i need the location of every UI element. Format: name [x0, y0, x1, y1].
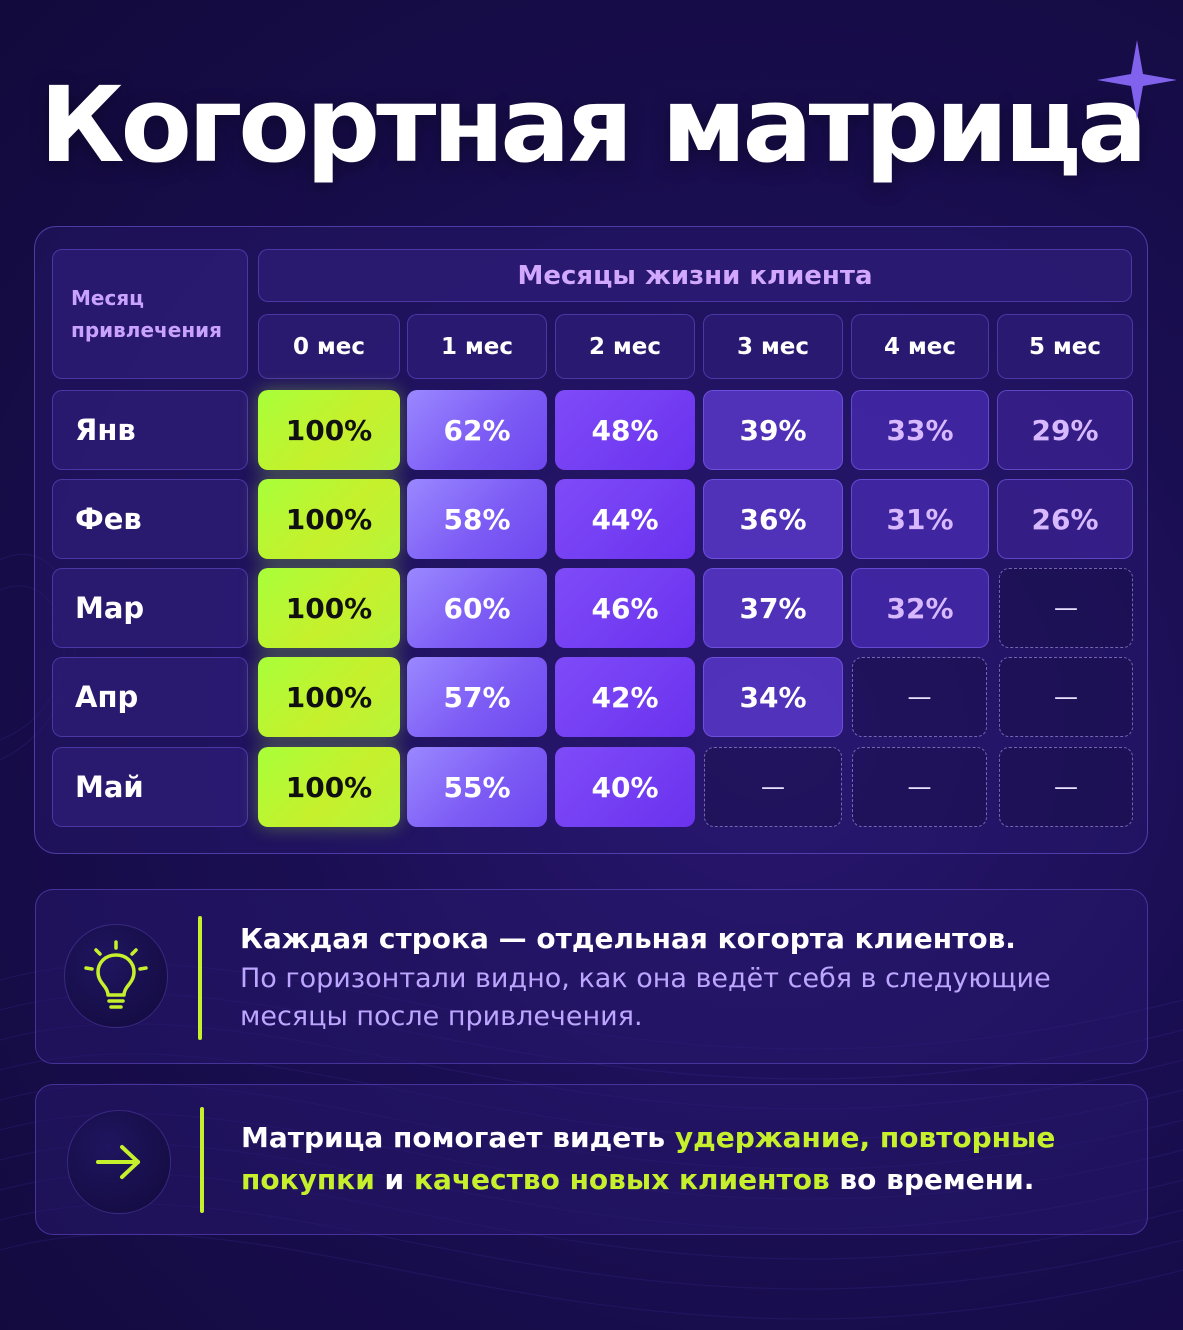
- cohort-cell: 44%: [555, 479, 695, 559]
- empty-cohort-cell: —: [999, 568, 1133, 648]
- empty-cohort-cell: —: [852, 747, 987, 827]
- column-header-0: 0 мес: [258, 314, 400, 379]
- cohort-cell: 46%: [555, 568, 695, 648]
- card1-heading: Каждая строка — отдельная когорта клиент…: [240, 922, 1016, 955]
- row-label-may: Май: [52, 747, 248, 827]
- cohort-cell: 55%: [407, 747, 547, 827]
- row-label-apr: Апр: [52, 657, 248, 737]
- cohort-cell: 100%: [258, 568, 400, 648]
- cohort-cell: 48%: [555, 390, 695, 470]
- cohort-cell: 100%: [258, 479, 400, 559]
- column-header-1: 1 мес: [407, 314, 547, 379]
- cohort-cell: 37%: [703, 568, 843, 648]
- cohort-cell: 34%: [703, 657, 843, 737]
- row-label-mar: Мар: [52, 568, 248, 648]
- accent-divider: [198, 916, 202, 1040]
- cohort-cell: 60%: [407, 568, 547, 648]
- cohort-cell: 57%: [407, 657, 547, 737]
- cohort-cell: 62%: [407, 390, 547, 470]
- row-label-jan: Янв: [52, 390, 248, 470]
- card2-text-part: Матрица помогает видеть: [241, 1121, 675, 1154]
- column-header-4: 4 мес: [851, 314, 989, 379]
- cohort-cell: 42%: [555, 657, 695, 737]
- months-span-header: Месяцы жизни клиента: [258, 249, 1132, 302]
- cohort-cell: 39%: [703, 390, 843, 470]
- cohort-cell: 26%: [997, 479, 1133, 559]
- empty-cohort-cell: —: [852, 657, 987, 737]
- cohort-cell: 100%: [258, 747, 400, 827]
- page-title: Когортная матрица: [39, 64, 1147, 186]
- column-header-2: 2 мес: [555, 314, 695, 379]
- empty-cohort-cell: —: [704, 747, 842, 827]
- cohort-cell: 100%: [258, 390, 400, 470]
- card2-text-part: и: [374, 1163, 414, 1196]
- lightbulb-icon-circle: [64, 924, 168, 1028]
- cohort-cell: 36%: [703, 479, 843, 559]
- corner-header-label: Месяц привлечения: [71, 286, 222, 342]
- cohort-cell: 40%: [555, 747, 695, 827]
- empty-cohort-cell: —: [999, 657, 1133, 737]
- cohort-cell: 31%: [851, 479, 989, 559]
- cohort-cell: 33%: [851, 390, 989, 470]
- card2-highlight-retention: удержание, повторные покупки: [241, 1121, 1056, 1196]
- cohort-cell: 100%: [258, 657, 400, 737]
- column-header-5: 5 мес: [997, 314, 1133, 379]
- cohort-cell: 29%: [997, 390, 1133, 470]
- cohort-cell: 58%: [407, 479, 547, 559]
- accent-divider: [200, 1107, 204, 1213]
- corner-header: Месяц привлечения: [52, 249, 248, 379]
- info-card-matrix-purpose: Матрица помогает видеть удержание, повто…: [35, 1084, 1148, 1235]
- row-label-feb: Фев: [52, 479, 248, 559]
- empty-cohort-cell: —: [999, 747, 1133, 827]
- lightbulb-icon: [84, 940, 148, 1009]
- card1-body: По горизонтали видно, как она ведёт себя…: [240, 963, 1051, 1032]
- info-card-cohort-rows: Каждая строка — отдельная когорта клиент…: [35, 889, 1148, 1064]
- arrow-right-icon: [96, 1145, 140, 1179]
- column-header-3: 3 мес: [703, 314, 843, 379]
- arrow-icon-circle: [67, 1110, 171, 1214]
- card2-highlight-quality: качество новых клиентов: [413, 1163, 830, 1196]
- cohort-cell: 32%: [851, 568, 989, 648]
- card2-text-part: во времени.: [829, 1163, 1035, 1196]
- sparkle-icon: [1097, 40, 1177, 120]
- card2-text: Матрица помогает видеть удержание, повто…: [241, 1117, 1121, 1201]
